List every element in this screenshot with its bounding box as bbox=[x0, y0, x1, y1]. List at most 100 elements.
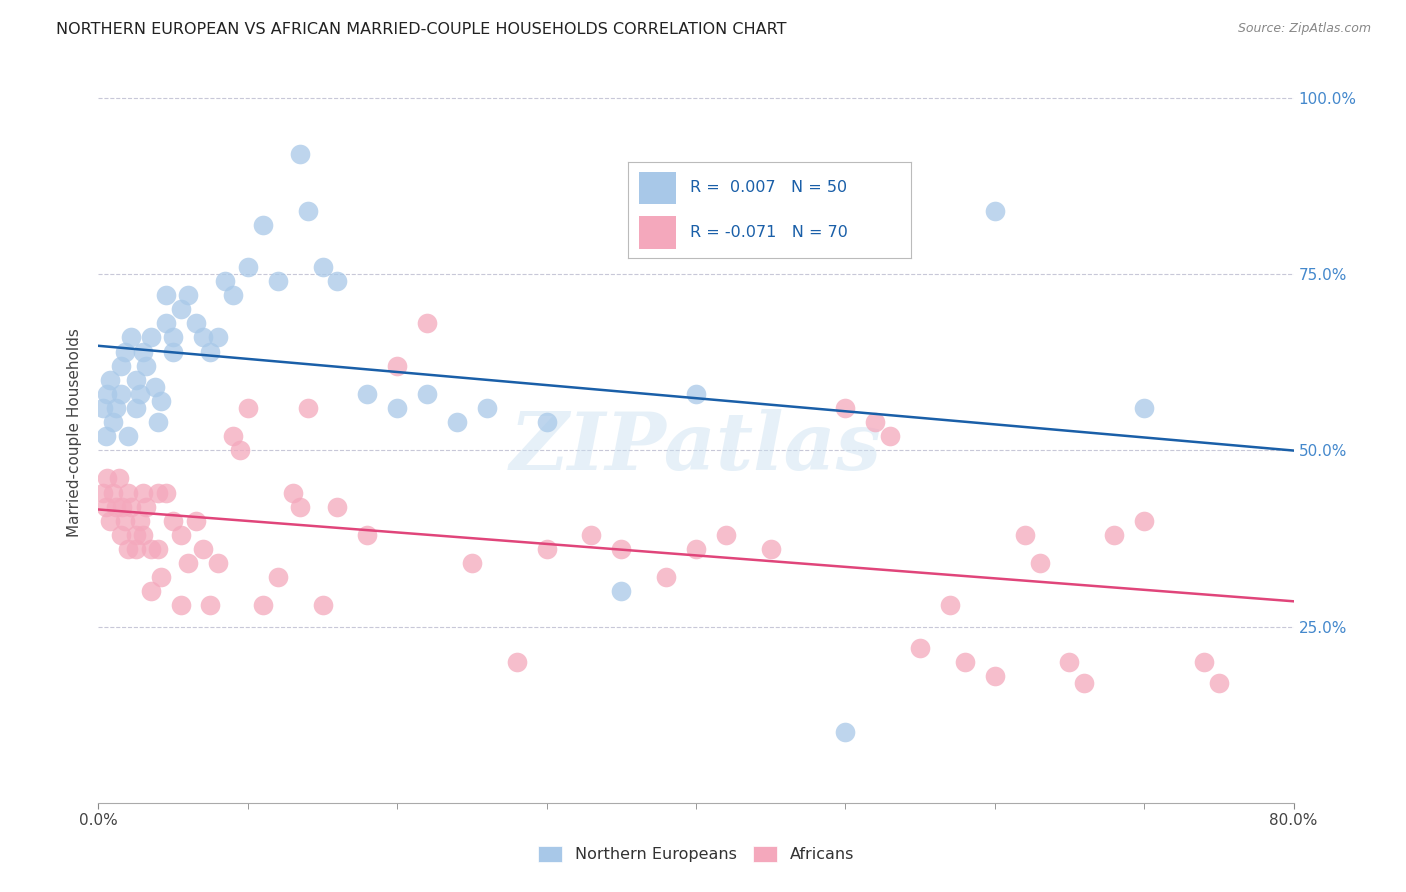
Point bbox=[110, 387, 132, 401]
Point bbox=[506, 655, 529, 669]
Point bbox=[297, 203, 319, 218]
Point bbox=[91, 485, 114, 500]
Point bbox=[685, 387, 707, 401]
Point bbox=[191, 330, 214, 344]
Point bbox=[1014, 528, 1036, 542]
Point bbox=[155, 316, 177, 330]
Point bbox=[461, 556, 484, 570]
Point bbox=[177, 556, 200, 570]
Point bbox=[91, 401, 114, 415]
Point bbox=[759, 541, 782, 556]
Point bbox=[139, 330, 162, 344]
Point bbox=[311, 260, 333, 274]
Point bbox=[143, 380, 166, 394]
Point bbox=[953, 655, 976, 669]
Point bbox=[475, 401, 498, 415]
Point bbox=[117, 485, 139, 500]
Point bbox=[834, 725, 856, 739]
Point bbox=[139, 541, 162, 556]
Point bbox=[1208, 676, 1230, 690]
Point bbox=[148, 541, 170, 556]
Point bbox=[108, 471, 131, 485]
Point bbox=[416, 387, 439, 401]
Point bbox=[236, 401, 259, 415]
Point bbox=[879, 429, 901, 443]
Point bbox=[162, 330, 184, 344]
Point bbox=[150, 393, 173, 408]
Point bbox=[236, 260, 259, 274]
Point bbox=[129, 514, 152, 528]
Point bbox=[169, 528, 191, 542]
Point bbox=[385, 359, 409, 373]
Point bbox=[222, 288, 245, 302]
Text: R = -0.071   N = 70: R = -0.071 N = 70 bbox=[690, 225, 848, 240]
Point bbox=[908, 640, 931, 655]
Point bbox=[207, 556, 229, 570]
Point bbox=[222, 429, 245, 443]
Point bbox=[184, 514, 207, 528]
Point bbox=[655, 570, 678, 584]
Point bbox=[229, 443, 252, 458]
Point bbox=[150, 570, 173, 584]
Point bbox=[94, 500, 117, 514]
Point bbox=[105, 500, 128, 514]
Point bbox=[120, 330, 142, 344]
Point bbox=[148, 485, 170, 500]
Point bbox=[356, 387, 378, 401]
Point bbox=[184, 316, 207, 330]
Point bbox=[288, 147, 311, 161]
Point bbox=[1028, 556, 1050, 570]
Point bbox=[200, 344, 222, 359]
Point bbox=[103, 415, 125, 429]
Point bbox=[132, 485, 155, 500]
Point bbox=[610, 541, 633, 556]
Point bbox=[1192, 655, 1215, 669]
Point bbox=[610, 584, 633, 599]
Point bbox=[125, 528, 148, 542]
Point bbox=[267, 274, 290, 288]
Point bbox=[103, 485, 125, 500]
FancyBboxPatch shape bbox=[640, 171, 676, 204]
Point bbox=[110, 359, 132, 373]
Point bbox=[1133, 401, 1156, 415]
Point bbox=[1059, 655, 1081, 669]
Point bbox=[96, 471, 118, 485]
Point bbox=[114, 514, 136, 528]
Point bbox=[581, 528, 603, 542]
Point bbox=[326, 500, 349, 514]
Point bbox=[129, 387, 152, 401]
Point bbox=[169, 302, 191, 317]
Point bbox=[191, 541, 214, 556]
Point bbox=[169, 599, 191, 613]
Point bbox=[132, 528, 155, 542]
Point bbox=[117, 429, 139, 443]
Point bbox=[207, 330, 229, 344]
Point bbox=[155, 485, 177, 500]
Point bbox=[385, 401, 409, 415]
Point bbox=[177, 288, 200, 302]
Point bbox=[984, 203, 1007, 218]
Point bbox=[200, 599, 222, 613]
Point bbox=[135, 500, 157, 514]
Point bbox=[162, 344, 184, 359]
Point bbox=[536, 415, 558, 429]
Point bbox=[111, 500, 134, 514]
Point bbox=[1104, 528, 1126, 542]
Text: ZIPatlas: ZIPatlas bbox=[510, 409, 882, 486]
Point bbox=[120, 500, 142, 514]
Point bbox=[939, 599, 962, 613]
Point bbox=[356, 528, 378, 542]
Point bbox=[98, 373, 122, 387]
Point bbox=[297, 401, 319, 415]
Text: NORTHERN EUROPEAN VS AFRICAN MARRIED-COUPLE HOUSEHOLDS CORRELATION CHART: NORTHERN EUROPEAN VS AFRICAN MARRIED-COU… bbox=[56, 22, 787, 37]
Point bbox=[252, 218, 274, 232]
Point bbox=[117, 541, 139, 556]
Text: R =  0.007   N = 50: R = 0.007 N = 50 bbox=[690, 180, 848, 195]
Point bbox=[834, 401, 856, 415]
FancyBboxPatch shape bbox=[640, 216, 676, 249]
Point bbox=[281, 485, 304, 500]
Point bbox=[125, 401, 148, 415]
Point bbox=[288, 500, 311, 514]
Point bbox=[1073, 676, 1095, 690]
Point bbox=[155, 288, 177, 302]
